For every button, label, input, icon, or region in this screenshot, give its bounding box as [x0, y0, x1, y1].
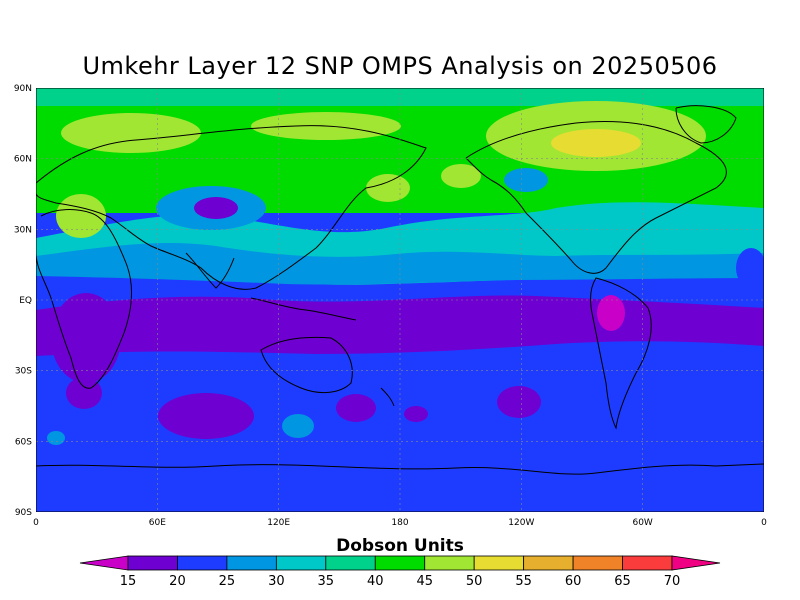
- colorbar-segment: [127, 555, 178, 571]
- lat-tick-label: 30N: [14, 225, 32, 235]
- colorbar: 15 20 25 30 35 40 45 50 55 60 65 70: [79, 555, 721, 589]
- colorbar-tick-label: 30: [268, 574, 285, 589]
- pocket-central-asia-core: [194, 197, 238, 219]
- graticule: [36, 88, 764, 512]
- pocket-indian-ocean: [158, 393, 254, 439]
- lat-tick-label: 30S: [15, 367, 32, 377]
- colorbar-segment: [473, 555, 525, 571]
- pocket-andes-min: [597, 295, 625, 331]
- colorbar-segment: [325, 555, 376, 571]
- lat-tick-label: EQ: [19, 296, 32, 306]
- patch-aleutian: [441, 164, 481, 188]
- pocket-south-australia: [282, 414, 314, 438]
- pocket-south-pacific: [497, 386, 541, 418]
- patch-canada-peak: [551, 129, 641, 157]
- colorbar-segment: [374, 555, 426, 571]
- map-title: Umkehr Layer 12 SNP OMPS Analysis on 202…: [82, 52, 718, 80]
- lon-tick-label: 120W: [508, 518, 534, 528]
- pocket-north-america: [504, 168, 548, 192]
- colorbar-tick-label: 15: [120, 574, 137, 589]
- lat-tick-label: 90S: [15, 508, 32, 518]
- lon-tick-label: 180: [391, 518, 408, 528]
- pocket-africa-south: [51, 293, 121, 383]
- equatorial-low-belt: [36, 295, 764, 356]
- colorbar-tick-label: 65: [614, 574, 631, 589]
- pocket-new-zealand: [404, 406, 428, 422]
- map-canvas: [35, 87, 766, 513]
- lon-tick-label: 60E: [149, 518, 166, 528]
- colorbar-tick-label: 20: [169, 574, 186, 589]
- colorbar-tick-label: 60: [565, 574, 582, 589]
- colorbar-tick-label: 35: [318, 574, 335, 589]
- pocket-atlantic: [736, 248, 766, 288]
- patch-europe-high: [61, 113, 201, 153]
- colorbar-max-triangle: [671, 555, 721, 571]
- colorbar-tick-label: 45: [416, 574, 433, 589]
- colorbar-tick-label: 55: [515, 574, 532, 589]
- colorbar-segment: [226, 555, 277, 571]
- lat-tick-label: 60N: [14, 155, 32, 165]
- patch-mediterranean: [56, 194, 106, 238]
- colorbar-segment: [523, 555, 574, 571]
- colorbar-segment: [275, 555, 327, 571]
- colorbar-title: Dobson Units: [336, 536, 464, 556]
- lon-tick-label: 120E: [267, 518, 290, 528]
- pocket-south-africa: [66, 377, 102, 409]
- colorbar-tick-label: 50: [466, 574, 483, 589]
- pocket-south-atlantic: [47, 431, 65, 445]
- lat-tick-label: 60S: [15, 437, 32, 447]
- colorbar-segment: [177, 555, 228, 571]
- pocket-tasman: [336, 394, 376, 422]
- colorbar-tick-label: 40: [367, 574, 384, 589]
- colorbar-tick-label: 70: [664, 574, 681, 589]
- colorbar-tick-label: 25: [219, 574, 236, 589]
- lat-tick-label: 90N: [14, 84, 32, 94]
- lon-tick-label: 60W: [632, 518, 652, 528]
- colorbar-segment: [424, 555, 475, 571]
- patch-pacific-north: [366, 174, 410, 202]
- lon-tick-label: 0: [33, 518, 39, 528]
- colorbar-min-triangle: [79, 555, 129, 571]
- ozone-map: [35, 87, 766, 513]
- lon-tick-label: 0: [761, 518, 767, 528]
- colorbar-segment: [572, 555, 623, 571]
- colorbar-segment: [622, 555, 673, 571]
- coastlines: [35, 105, 765, 475]
